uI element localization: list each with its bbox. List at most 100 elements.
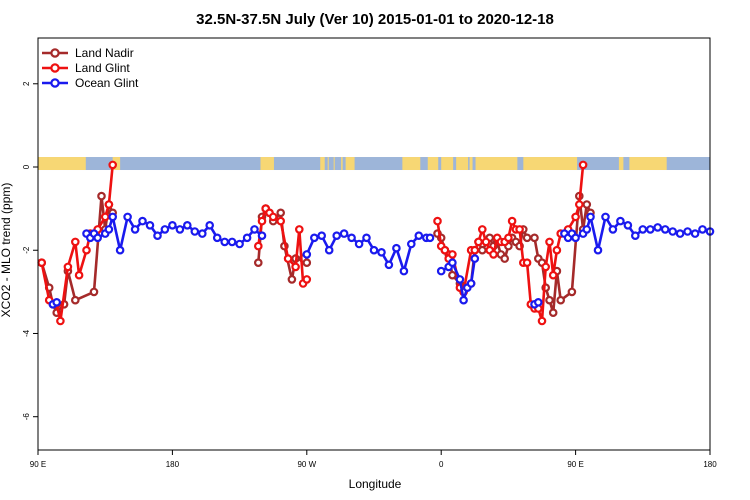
data-point: [63, 262, 73, 272]
data-point: [466, 279, 476, 288]
data-point: [302, 258, 312, 268]
land-segment: [441, 157, 454, 171]
legend-label: Land Nadir: [75, 46, 134, 60]
data-point: [115, 245, 125, 255]
data-point: [324, 245, 334, 255]
data-point: [287, 275, 297, 284]
data-point: [253, 241, 263, 251]
data-point: [37, 258, 47, 268]
data-point: [470, 245, 480, 255]
data-point: [448, 270, 457, 280]
x-tick-label: 90 W: [297, 460, 316, 469]
data-point: [138, 216, 147, 226]
data-point: [205, 221, 215, 230]
data-point: [433, 216, 442, 226]
data-point: [100, 212, 110, 222]
data-point: [574, 200, 584, 209]
data-point: [474, 237, 483, 247]
land-segment: [629, 157, 667, 171]
series-ocean-glint: [48, 212, 715, 309]
data-point: [71, 295, 80, 305]
data-point: [608, 225, 618, 234]
data-point: [302, 250, 312, 259]
data-point: [660, 225, 670, 234]
data-point: [377, 248, 386, 257]
data-point: [448, 250, 457, 259]
x-axis: 90 E 180 90 W 0 90 E 180: [30, 450, 717, 469]
data-point: [302, 275, 312, 284]
y-tick-label: -2: [22, 246, 31, 254]
data-point: [507, 216, 517, 226]
data-point: [623, 221, 633, 230]
data-point: [548, 308, 558, 318]
land-segment: [475, 157, 518, 171]
data-point: [276, 208, 286, 218]
legend-swatch-marker: [50, 48, 60, 58]
data-point: [541, 262, 551, 272]
y-tick-label: -4: [22, 329, 31, 337]
data-point: [104, 200, 114, 209]
data-point: [145, 221, 155, 230]
data-point: [392, 243, 401, 253]
legend-label: Ocean Glint: [75, 76, 139, 90]
data-point: [123, 212, 132, 222]
data-point: [183, 221, 192, 230]
land-segment: [320, 157, 325, 171]
data-point: [638, 225, 648, 234]
data-point: [515, 225, 524, 234]
land-segment: [333, 157, 335, 171]
x-tick-label: 0: [439, 460, 444, 469]
data-point: [548, 270, 558, 280]
data-point: [317, 231, 327, 241]
data-point: [690, 229, 700, 238]
data-point: [425, 233, 435, 243]
data-point: [567, 287, 577, 297]
data-point: [212, 233, 222, 243]
data-point: [399, 266, 409, 276]
legend-item: Land Nadir: [42, 46, 134, 60]
data-point: [545, 295, 554, 305]
y-tick-label: 2: [22, 81, 31, 86]
land-segment: [618, 157, 624, 171]
data-point: [522, 258, 532, 268]
data-point: [698, 225, 707, 234]
data-point: [190, 227, 200, 236]
y-axis: 2 0 -2 -4 -6: [22, 81, 38, 420]
data-point: [294, 225, 304, 234]
x-tick-label: 90 E: [30, 460, 46, 469]
data-point: [586, 212, 595, 222]
data-point: [522, 233, 532, 243]
data-point: [630, 231, 640, 241]
data-point: [82, 245, 91, 255]
data-point: [477, 225, 487, 234]
series-layer: [37, 160, 715, 326]
land-segment: [523, 157, 578, 171]
x-tick-label: 180: [703, 460, 717, 469]
land-segment: [456, 157, 469, 171]
data-point: [153, 231, 162, 241]
legend-swatch-marker: [50, 63, 60, 73]
y-tick-label: 0: [22, 164, 31, 169]
data-point: [347, 233, 356, 243]
data-point: [384, 260, 394, 270]
data-point: [530, 233, 539, 243]
data-point: [440, 245, 450, 255]
data-point: [108, 212, 118, 222]
data-point: [470, 254, 480, 263]
land-segment: [402, 157, 421, 171]
y-axis-title: XCO2 - MLO trend (ppm): [0, 183, 13, 318]
data-point: [160, 225, 170, 234]
data-point: [93, 233, 103, 243]
land-segment: [341, 157, 343, 171]
x-tick-label: 90 E: [567, 460, 583, 469]
data-point: [253, 258, 263, 268]
land-ocean-mask: [38, 157, 710, 171]
data-point: [504, 233, 513, 243]
ocean-band: [38, 157, 710, 171]
legend-label: Land Glint: [75, 61, 130, 75]
data-point: [436, 266, 446, 276]
data-point: [653, 223, 663, 232]
